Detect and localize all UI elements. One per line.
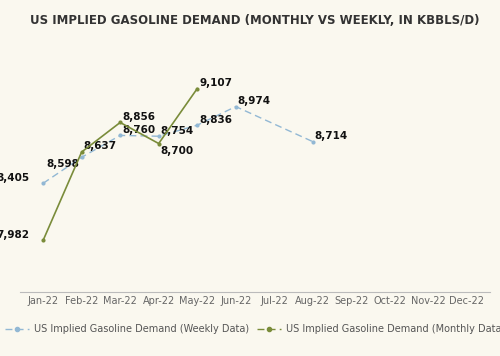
Text: 8,836: 8,836 [199,115,232,125]
Text: 8,598: 8,598 [47,159,80,169]
Line: US Implied Gasoline Demand (Weekly Data): US Implied Gasoline Demand (Weekly Data) [41,104,315,185]
Line: US Implied Gasoline Demand (Monthly Data): US Implied Gasoline Demand (Monthly Data… [41,87,200,242]
Title: US IMPLIED GASOLINE DEMAND (MONTHLY VS WEEKLY, IN KBBLS/D): US IMPLIED GASOLINE DEMAND (MONTHLY VS W… [30,15,480,27]
US Implied Gasoline Demand (Weekly Data) [156,134,162,138]
Text: 8,714: 8,714 [314,131,348,141]
Text: 8,856: 8,856 [122,112,155,122]
Text: 7,982: 7,982 [0,230,30,240]
Text: 8,760: 8,760 [122,125,155,135]
US Implied Gasoline Demand (Weekly Data) [232,104,238,109]
US Implied Gasoline Demand (Weekly Data) [194,123,200,127]
Text: 8,700: 8,700 [160,146,194,156]
US Implied Gasoline Demand (Monthly Data) [156,141,162,146]
US Implied Gasoline Demand (Weekly Data) [78,155,84,159]
US Implied Gasoline Demand (Monthly Data) [117,120,123,125]
Text: 8,405: 8,405 [0,173,30,183]
Text: 9,107: 9,107 [199,78,232,88]
US Implied Gasoline Demand (Monthly Data) [40,238,46,242]
Text: 8,637: 8,637 [84,141,116,151]
US Implied Gasoline Demand (Weekly Data) [40,181,46,185]
US Implied Gasoline Demand (Monthly Data) [78,150,84,154]
US Implied Gasoline Demand (Weekly Data) [310,140,316,144]
Text: 8,754: 8,754 [160,126,194,136]
US Implied Gasoline Demand (Monthly Data) [194,87,200,91]
Text: 8,974: 8,974 [238,96,271,106]
Legend: US Implied Gasoline Demand (Weekly Data), US Implied Gasoline Demand (Monthly Da: US Implied Gasoline Demand (Weekly Data)… [1,320,500,338]
US Implied Gasoline Demand (Weekly Data) [117,133,123,137]
